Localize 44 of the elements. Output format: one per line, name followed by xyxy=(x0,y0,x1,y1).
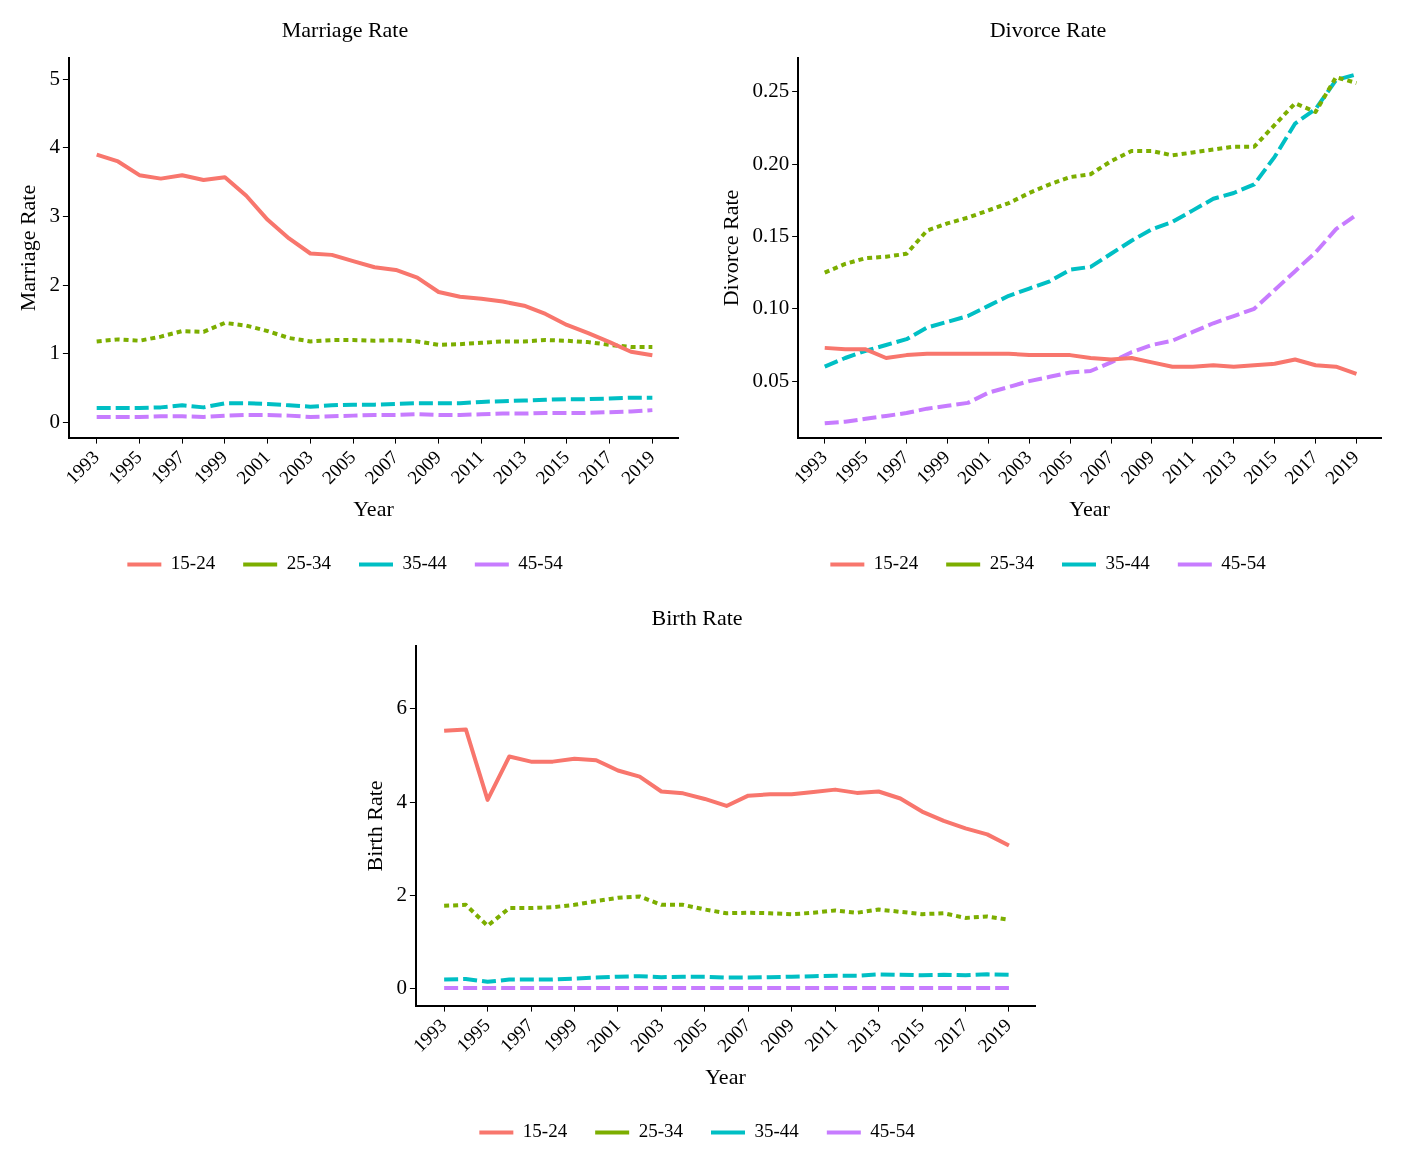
y-tick-label: 4 xyxy=(49,134,61,159)
line-series xyxy=(441,972,1011,984)
x-axis-title: Year xyxy=(353,495,395,521)
y-axis-title: Birth Rate xyxy=(361,780,387,872)
y-tick-label: 6 xyxy=(395,695,407,720)
y-tick-label: 4 xyxy=(395,788,407,813)
line-series xyxy=(94,395,655,411)
y-axis-title: Divorce Rate xyxy=(717,189,743,307)
y-tick-label: 2 xyxy=(49,271,60,296)
legend-label: 35-44 xyxy=(754,1120,799,1142)
legend-label: 45-54 xyxy=(518,552,564,574)
y-tick-label: 0.20 xyxy=(752,150,790,175)
y-tick-label: 5 xyxy=(49,65,60,90)
chart-title: Birth Rate xyxy=(650,604,743,630)
line-series xyxy=(822,75,1359,275)
y-tick-label: 0.25 xyxy=(752,78,790,103)
legend-label: 45-54 xyxy=(1221,552,1267,574)
y-tick-label: 0 xyxy=(395,975,407,1000)
legend-label: 15-24 xyxy=(170,552,216,574)
line-series xyxy=(94,408,655,419)
x-tick-label: 2011 xyxy=(446,446,488,488)
legend-label: 15-24 xyxy=(873,552,919,574)
y-axis-title: Marriage Rate xyxy=(14,184,40,312)
legend-label: 45-54 xyxy=(869,1120,915,1142)
y-tick-label: 3 xyxy=(49,202,60,227)
y-tick-label: 0.05 xyxy=(752,367,790,392)
y-tick-label: 2 xyxy=(395,882,407,907)
line-series xyxy=(94,320,655,349)
legend-label: 25-34 xyxy=(638,1120,683,1142)
x-axis-title: Year xyxy=(704,1063,746,1089)
legend-label: 25-34 xyxy=(989,552,1035,574)
y-tick-label: 0.15 xyxy=(752,222,790,247)
legend-label: 25-34 xyxy=(286,552,332,574)
x-tick-label: 2011 xyxy=(1157,446,1200,488)
chart-title: Marriage Rate xyxy=(281,16,409,42)
y-tick-label: 0 xyxy=(49,409,60,434)
legend-label: 35-44 xyxy=(1105,552,1151,574)
x-tick-label: 2011 xyxy=(799,1014,841,1056)
y-tick-label: 1 xyxy=(49,340,60,365)
legend-label: 15-24 xyxy=(522,1120,568,1142)
y-tick-label: 0.10 xyxy=(752,295,790,320)
chart-title: Divorce Rate xyxy=(989,16,1107,42)
legend-label: 35-44 xyxy=(402,552,448,574)
x-axis-title: Year xyxy=(1069,495,1111,521)
